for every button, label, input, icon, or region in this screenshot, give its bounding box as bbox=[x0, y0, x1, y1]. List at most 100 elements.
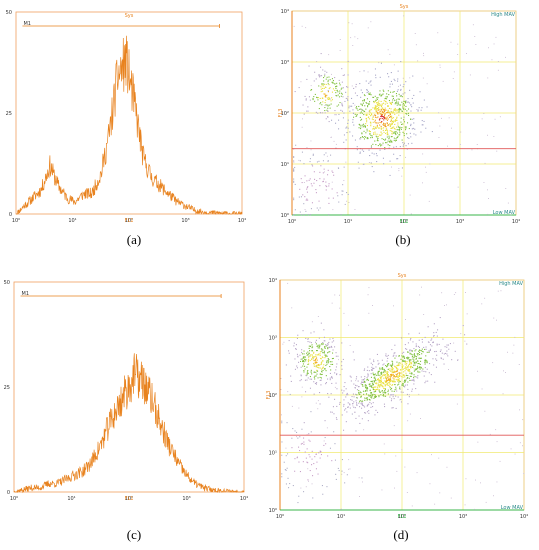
scatter-point bbox=[376, 126, 378, 128]
scatter-point bbox=[393, 108, 395, 110]
scatter-point bbox=[341, 190, 343, 192]
scatter-point bbox=[296, 353, 298, 355]
scatter-point bbox=[404, 108, 406, 110]
scatter-point bbox=[374, 382, 376, 384]
scatter-point bbox=[326, 109, 328, 111]
scatter-point bbox=[336, 363, 338, 365]
scatter-point bbox=[312, 358, 314, 360]
scatter-point bbox=[408, 366, 410, 368]
scatter-point bbox=[418, 393, 420, 395]
scatter-point bbox=[380, 122, 382, 124]
scatter-point bbox=[351, 23, 353, 25]
scatter-point bbox=[393, 375, 395, 377]
scatter-point bbox=[385, 377, 387, 379]
scatter-point bbox=[387, 363, 389, 365]
scatter-point bbox=[395, 120, 397, 122]
scatter-point bbox=[337, 94, 339, 96]
scatter-point bbox=[417, 375, 419, 377]
scatter-point bbox=[326, 186, 328, 188]
scatter-point bbox=[367, 106, 369, 108]
scatter-point bbox=[320, 86, 322, 88]
scatter-point bbox=[400, 88, 402, 90]
scatter-point bbox=[417, 363, 419, 365]
scatter-point bbox=[399, 381, 401, 383]
scatter-point bbox=[303, 361, 305, 363]
scatter-point bbox=[416, 472, 418, 474]
scatter-point bbox=[441, 117, 442, 119]
quadrant-label-low: Low MAV bbox=[493, 210, 516, 216]
scatter-point bbox=[319, 171, 321, 173]
scatter-point bbox=[383, 112, 385, 114]
scatter-point bbox=[298, 461, 300, 463]
scatter-point bbox=[413, 354, 415, 356]
scatter-point bbox=[410, 353, 412, 355]
scatter-point bbox=[343, 180, 345, 181]
scatter-point bbox=[374, 121, 376, 123]
scatter-point bbox=[400, 121, 402, 123]
scatter-point bbox=[413, 356, 415, 358]
scatter-point bbox=[393, 371, 395, 373]
scatter-point bbox=[370, 94, 372, 96]
scatter-point bbox=[418, 339, 420, 341]
scatter-point bbox=[513, 344, 515, 346]
scatter-point bbox=[403, 360, 405, 362]
scatter-point bbox=[344, 382, 346, 384]
scatter-point bbox=[361, 136, 363, 138]
scatter-point bbox=[387, 73, 389, 75]
scatter-point bbox=[393, 132, 395, 134]
scatter-point bbox=[393, 378, 395, 380]
scatter-point bbox=[409, 132, 411, 134]
scatter-point bbox=[409, 360, 411, 362]
x-axis-label: FL1 bbox=[398, 514, 407, 520]
scatter-point bbox=[395, 371, 397, 373]
scatter-point bbox=[301, 353, 303, 355]
scatter-point bbox=[321, 362, 323, 364]
scatter-point bbox=[365, 80, 367, 82]
scatter-point bbox=[322, 180, 324, 182]
scatter-point bbox=[406, 393, 408, 395]
scatter-point bbox=[346, 411, 348, 413]
scatter-point bbox=[407, 358, 409, 360]
scatter-point bbox=[406, 110, 408, 112]
scatter-point bbox=[320, 165, 322, 167]
scatter-point bbox=[299, 188, 301, 190]
scatter-point bbox=[309, 341, 311, 343]
scatter-point bbox=[410, 338, 412, 340]
scatter-point bbox=[481, 118, 483, 120]
scatter-point bbox=[404, 101, 406, 103]
scatter-point bbox=[376, 110, 378, 112]
scatter-point bbox=[381, 111, 383, 113]
scatter-point bbox=[356, 394, 358, 396]
scatter-point bbox=[408, 360, 410, 362]
scatter-point bbox=[388, 76, 390, 78]
scatter-point bbox=[288, 352, 290, 354]
scatter-point bbox=[364, 381, 366, 383]
scatter-point bbox=[355, 417, 357, 419]
scatter-point bbox=[372, 364, 374, 366]
scatter-point bbox=[378, 390, 380, 392]
scatter-point bbox=[396, 126, 398, 128]
scatter-point bbox=[319, 379, 321, 381]
scatter-point bbox=[396, 370, 398, 372]
scatter-point bbox=[325, 375, 327, 377]
scatter-point bbox=[363, 114, 365, 116]
scatter-point bbox=[339, 307, 341, 309]
scatter-point bbox=[313, 351, 315, 353]
scatter-point bbox=[337, 91, 339, 93]
scatter-point bbox=[347, 60, 349, 62]
scatter-point bbox=[340, 88, 342, 90]
scatter-point bbox=[368, 162, 370, 163]
scatter-point bbox=[395, 102, 397, 104]
scatter-point bbox=[423, 370, 425, 372]
x-axis-label: FL1 bbox=[125, 496, 134, 502]
scatter-point bbox=[446, 304, 447, 306]
scatter-point bbox=[375, 396, 377, 398]
scatter-point bbox=[379, 149, 381, 151]
scatter-point bbox=[368, 412, 370, 414]
scatter-point bbox=[383, 124, 385, 126]
scatter-point bbox=[373, 391, 375, 393]
scatter-point bbox=[411, 390, 413, 392]
scatter-point bbox=[325, 345, 327, 347]
scatter-point bbox=[359, 108, 361, 110]
scatter-point bbox=[359, 401, 361, 403]
